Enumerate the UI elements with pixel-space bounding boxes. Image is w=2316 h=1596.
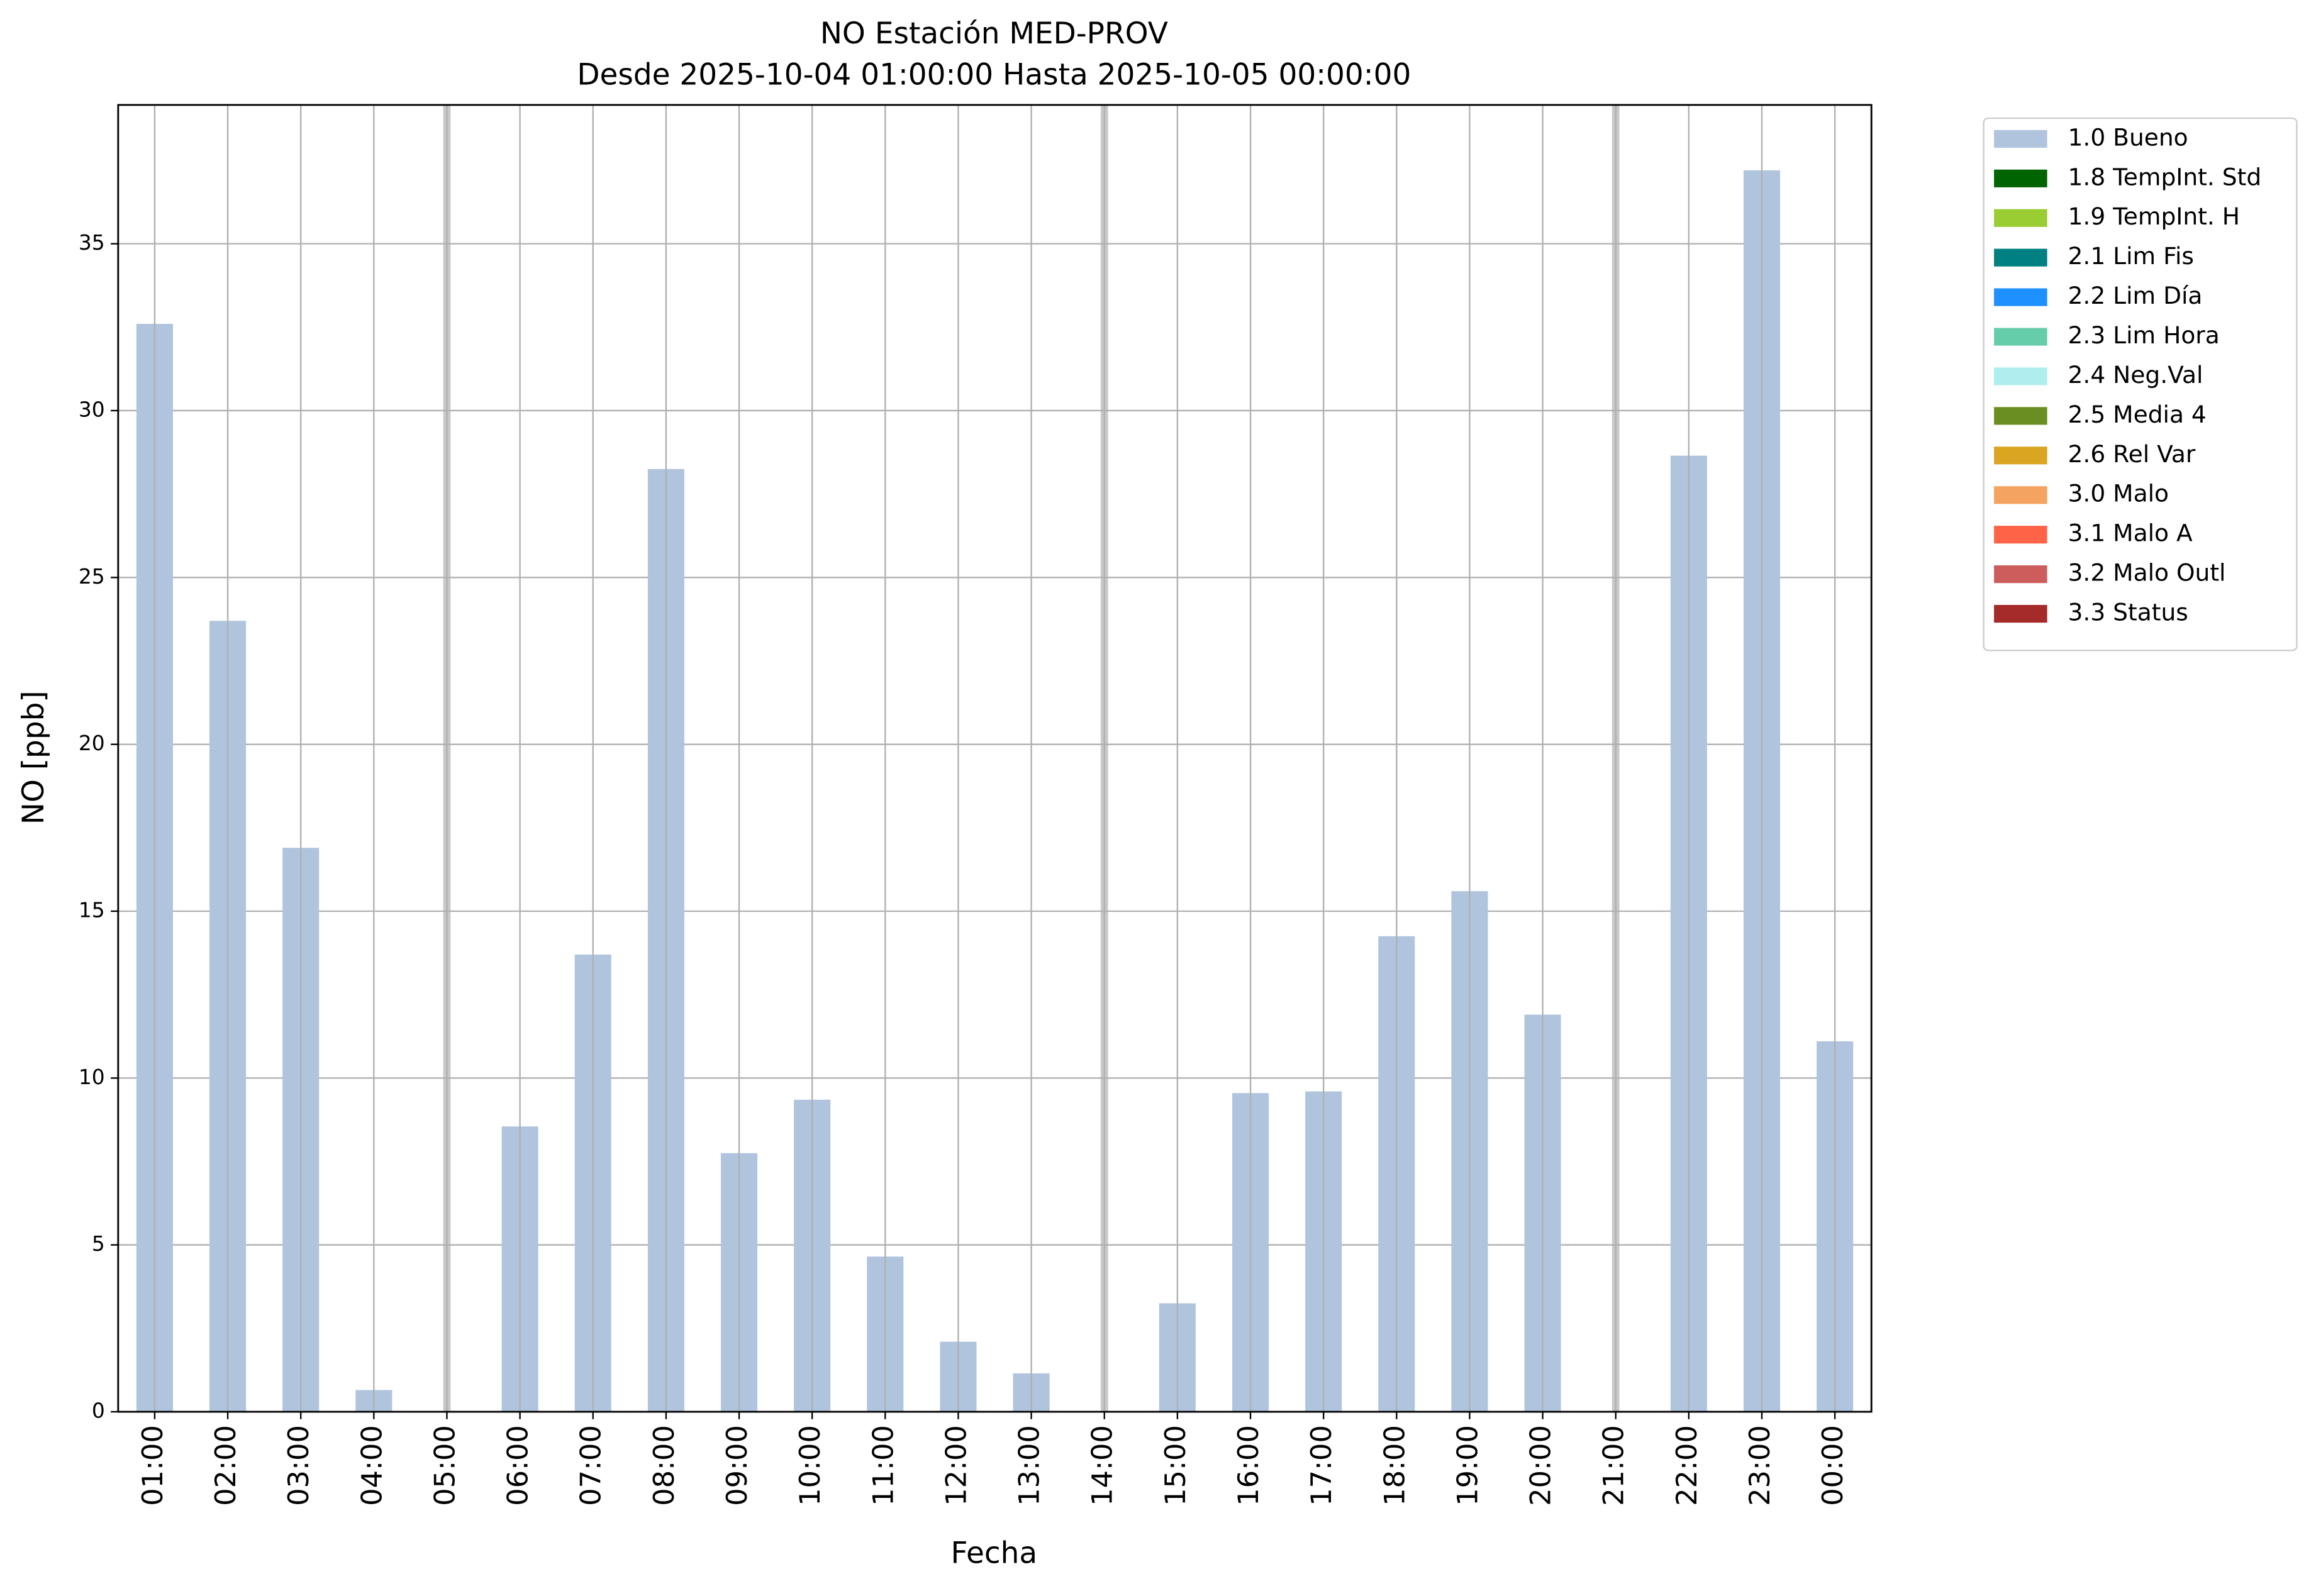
x-axis-label: Fecha (951, 1536, 1038, 1570)
plot-frame (117, 104, 1873, 1413)
legend-label: 2.5 Media 4 (2068, 401, 2207, 428)
x-tick-label: 12:00 (940, 1425, 972, 1506)
legend-swatch (1994, 130, 2047, 148)
x-tick-label: 11:00 (867, 1425, 899, 1506)
x-tick-label: 14:00 (1086, 1425, 1119, 1506)
x-tick-label: 08:00 (648, 1425, 681, 1506)
legend-label: 3.2 Malo Outl (2068, 559, 2226, 587)
x-tick-label: 00:00 (1817, 1425, 1849, 1506)
x-tick-label: 21:00 (1598, 1425, 1630, 1506)
legend-label: 1.9 TempInt. H (2068, 202, 2241, 230)
legend-box (1983, 117, 2298, 651)
x-tick-label: 10:00 (794, 1425, 827, 1506)
chart-title: NO Estación MED-PROV (820, 16, 1168, 51)
legend-swatch (1994, 367, 2047, 385)
legend-label: 2.2 Lim Día (2068, 282, 2203, 309)
x-tick-label: 19:00 (1451, 1425, 1484, 1506)
x-tick-label: 22:00 (1671, 1425, 1703, 1506)
y-tick-label: 20 (79, 731, 105, 755)
legend-swatch (1994, 565, 2047, 584)
x-tick-label: 17:00 (1305, 1425, 1338, 1506)
legend-swatch (1994, 604, 2047, 623)
legend-label: 2.4 Neg.Val (2068, 361, 2203, 389)
legend-swatch (1994, 169, 2047, 187)
x-tick-label: 03:00 (282, 1425, 315, 1506)
x-tick-label: 02:00 (209, 1425, 242, 1506)
y-tick-label: 35 (79, 230, 105, 255)
x-tick-label: 04:00 (355, 1425, 388, 1506)
x-tick-label: 23:00 (1744, 1425, 1776, 1506)
legend-swatch (1994, 446, 2047, 465)
y-axis-label: NO [ppb] (16, 690, 51, 824)
legend-swatch (1994, 526, 2047, 544)
x-tick-label: 18:00 (1378, 1425, 1411, 1506)
x-tick-label: 15:00 (1159, 1425, 1192, 1506)
x-tick-label: 09:00 (721, 1425, 754, 1506)
x-tick-label: 13:00 (1013, 1425, 1046, 1506)
x-tick-label: 16:00 (1232, 1425, 1265, 1506)
legend-swatch (1994, 407, 2047, 425)
legend-label: 2.3 Lim Hora (2068, 321, 2220, 349)
x-tick-label: 01:00 (136, 1425, 169, 1506)
x-tick-label: 07:00 (575, 1425, 608, 1506)
legend-swatch (1994, 288, 2047, 306)
legend-label: 3.3 Status (2068, 599, 2188, 626)
y-tick-label: 25 (79, 564, 105, 589)
y-tick-label: 5 (92, 1231, 105, 1256)
legend-label: 3.0 Malo (2068, 480, 2169, 507)
y-tick-label: 0 (92, 1399, 105, 1423)
y-tick-label: 15 (79, 898, 105, 923)
legend-swatch (1994, 328, 2047, 346)
legend-label: 1.8 TempInt. Std (2068, 163, 2262, 191)
legend-label: 2.1 Lim Fis (2068, 242, 2194, 270)
plot-background (118, 104, 1872, 1412)
legend-swatch (1994, 209, 2047, 227)
legend-label: 2.6 Rel Var (2068, 440, 2196, 468)
y-tick-label: 10 (79, 1065, 105, 1089)
legend-swatch (1994, 248, 2047, 267)
x-tick-label: 06:00 (502, 1425, 535, 1506)
chart-subtitle: Desde 2025-10-04 01:00:00 Hasta 2025-10-… (577, 58, 1411, 92)
x-tick-label: 05:00 (428, 1425, 461, 1506)
x-tick-label: 20:00 (1525, 1425, 1557, 1506)
y-tick-label: 30 (79, 397, 105, 421)
legend-swatch (1994, 486, 2047, 504)
legend-label: 3.1 Malo A (2068, 519, 2193, 547)
legend-label: 1.0 Bueno (2068, 123, 2188, 151)
